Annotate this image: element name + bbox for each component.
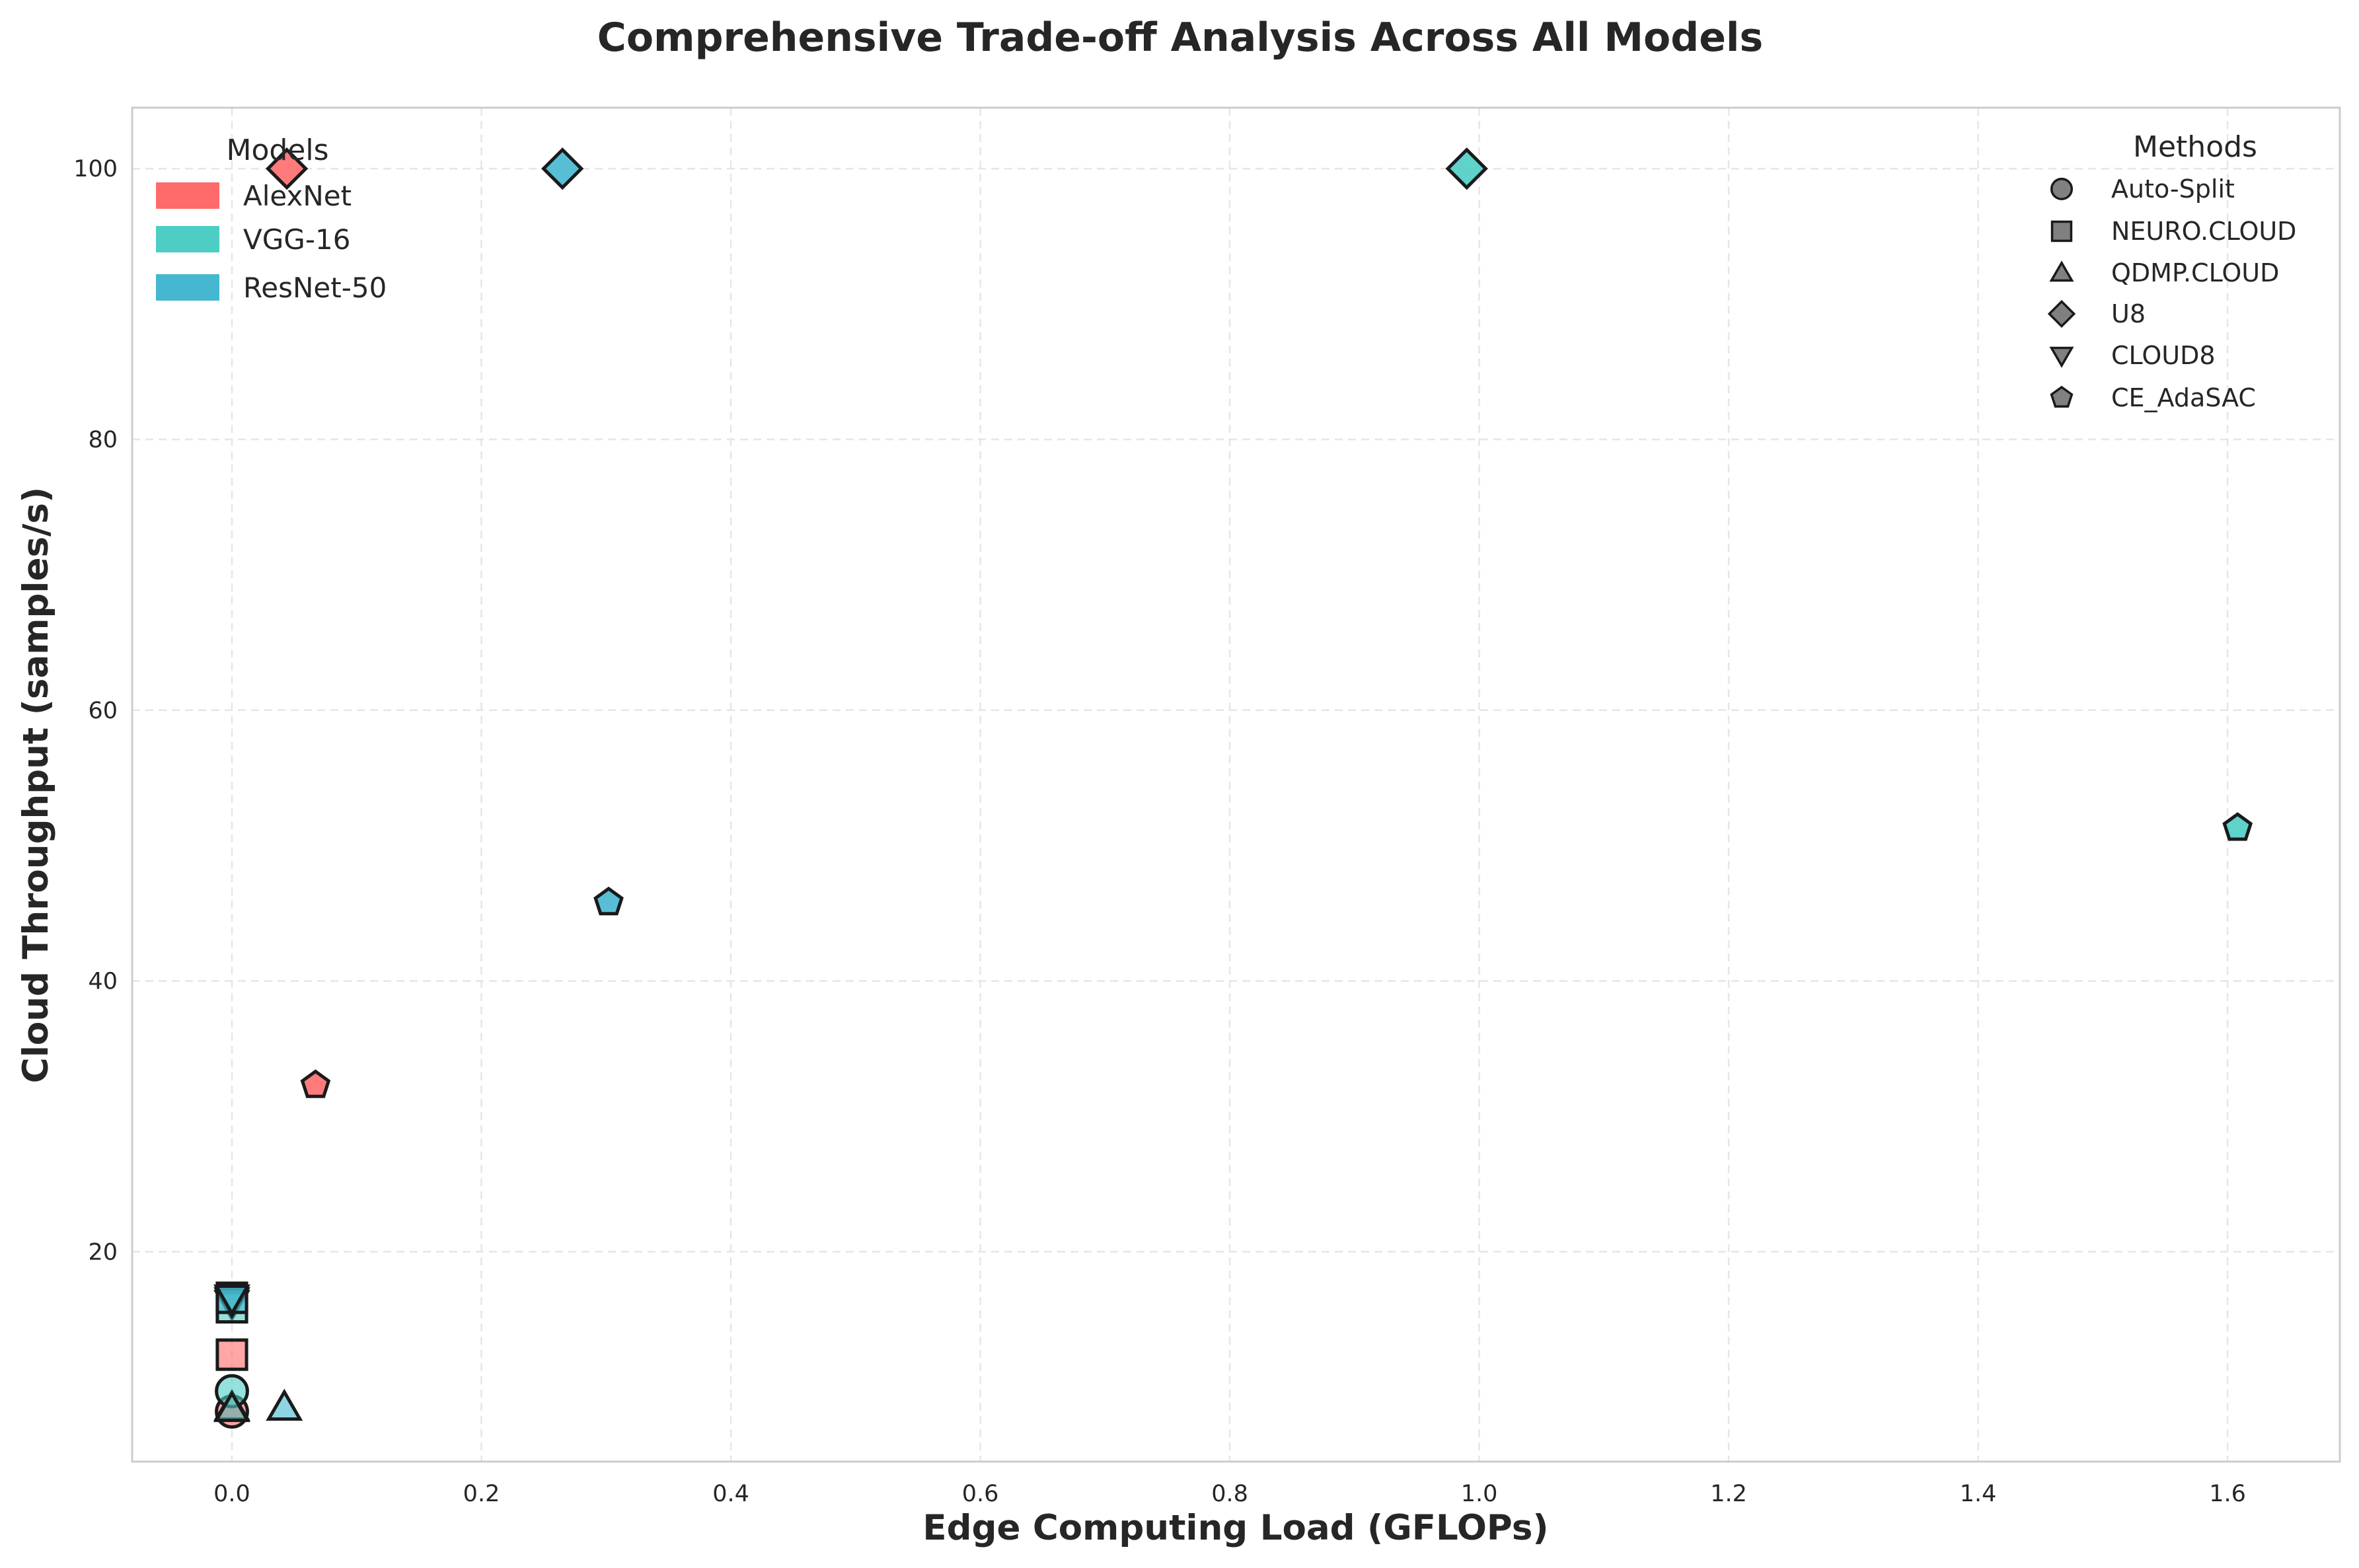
y-tick-label: 60 — [88, 698, 118, 724]
y-tick-label: 80 — [88, 427, 118, 453]
legend-swatch-vgg16 — [156, 226, 219, 252]
legend-marker-u8 — [2047, 299, 2076, 328]
legend-label-neuro-cloud: NEURO.CLOUD — [2111, 217, 2296, 246]
x-tick-label: 1.4 — [1960, 1481, 1997, 1507]
grid — [132, 108, 2340, 1462]
y-axis-label: Cloud Throughput (samples/s) — [16, 487, 56, 1083]
legend-label-resnet50: ResNet-50 — [243, 272, 387, 304]
plot-area-frame — [131, 106, 2341, 1463]
point-vgg-16-ce-adasac — [2222, 812, 2253, 841]
x-tick-label: 0.2 — [463, 1481, 500, 1507]
models-legend-title: Models — [226, 133, 328, 167]
legend-marker-neuro-cloud — [2050, 220, 2073, 243]
y-tick-label: 40 — [88, 969, 118, 995]
point-resnet-50-cloud8 — [213, 1285, 250, 1317]
legend-label-alexnet: AlexNet — [243, 180, 352, 212]
point-resnet-50-qdmp-cloud — [266, 1388, 303, 1421]
point-alexnet-ce-adasac — [300, 1069, 331, 1098]
legend-label-cloud8: CLOUD8 — [2111, 341, 2216, 370]
y-tick-label: 20 — [88, 1239, 118, 1265]
legend-marker-auto-split — [2050, 177, 2074, 201]
y-tick-label: 100 — [73, 156, 118, 182]
x-tick-label: 1.6 — [2209, 1481, 2246, 1507]
x-tick-label: 0.4 — [712, 1481, 749, 1507]
point-alexnet-neuro-cloud — [215, 1338, 248, 1371]
legend-marker-cloud8 — [2049, 346, 2074, 368]
legend-swatch-alexnet — [156, 182, 219, 209]
point-vgg-16-qdmp-cloud — [213, 1390, 250, 1423]
legend-marker-ce-adasac — [2050, 385, 2074, 408]
methods-legend-title: Methods — [2133, 130, 2257, 164]
point-vgg-16-u8 — [1445, 147, 1488, 190]
x-tick-label: 0.0 — [213, 1481, 250, 1507]
x-tick-label: 1.2 — [1710, 1481, 1747, 1507]
x-tick-label: 0.6 — [962, 1481, 999, 1507]
point-resnet-50-u8 — [541, 147, 584, 190]
legend-label-ce-adasac: CE_AdaSAC — [2111, 383, 2256, 412]
legend-label-u8: U8 — [2111, 299, 2146, 328]
legend-label-vgg16: VGG-16 — [243, 223, 350, 256]
legend-marker-qdmp-cloud — [2049, 260, 2074, 282]
point-alexnet-u8 — [265, 147, 309, 190]
x-axis-label: Edge Computing Load (GFLOPs) — [922, 1508, 1548, 1548]
legend-label-qdmp-cloud: QDMP.CLOUD — [2111, 258, 2279, 287]
axis-ticks: 0.0 0.2 0.4 0.6 0.8 1.0 1.2 1.4 1.6 20 40 60 80 100 — [73, 156, 2246, 1507]
legend-label-auto-split: Auto-Split — [2111, 174, 2235, 204]
x-tick-label: 1.0 — [1461, 1481, 1498, 1507]
data-points — [213, 147, 2253, 1429]
x-tick-label: 0.8 — [1211, 1481, 1248, 1507]
chart-title: Comprehensive Trade-off Analysis Across … — [597, 15, 1763, 61]
models-legend: Models AlexNet VGG-16 ResNet-50 — [156, 133, 387, 304]
methods-legend-markers — [2047, 177, 2076, 408]
point-resnet-50-ce-adasac — [593, 886, 624, 916]
legend-swatch-resnet50 — [156, 274, 219, 301]
methods-legend: Methods Auto-Split NEURO.CLOUD QDMP.CLOU… — [2047, 130, 2296, 412]
